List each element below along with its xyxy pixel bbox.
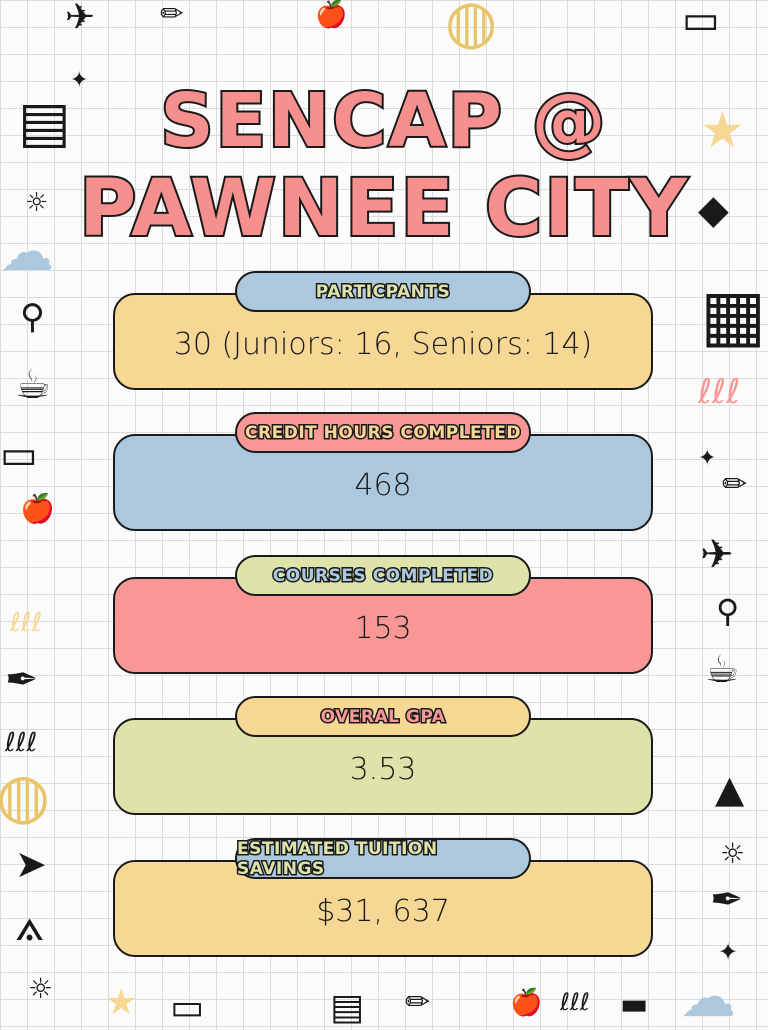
book-icon: ▤: [330, 987, 365, 1028]
spring-icon: ℓℓℓ: [10, 608, 43, 638]
airplane-icon: ✈: [700, 532, 734, 578]
pen-icon: ✒: [5, 657, 39, 703]
ruler-icon: ▬: [620, 987, 649, 1022]
poster-title-line-1: SENCAP @: [158, 78, 608, 164]
airplane-icon: ✈: [65, 0, 96, 38]
pencil-icon: ✏: [405, 985, 431, 1020]
stat-label-pill: ESTIMATED TUITION SAVINGS: [235, 837, 531, 880]
sparkle-icon: ✦: [718, 938, 739, 966]
bus-icon: ▭: [170, 987, 205, 1028]
bus-icon: ▭: [0, 432, 38, 478]
stat-value: 468: [354, 468, 412, 503]
stat-value: 30 (Juniors: 16, Seniors: 14): [173, 327, 593, 362]
stat-label-pill: COURSES COMPLETED: [235, 555, 531, 596]
lightbulb-icon: ☼: [25, 188, 49, 218]
book-icon: ▤: [18, 90, 71, 155]
star-icon: ★: [700, 101, 745, 159]
poster-title-line-2: PAWNEE CITY: [77, 164, 689, 254]
stat-value: 153: [354, 611, 412, 646]
stat-label-pill: OVERAL GPA: [235, 696, 531, 737]
star-icon: ★: [105, 982, 138, 1023]
globe-icon: ◍: [0, 759, 51, 832]
cloud-icon: ☁: [680, 965, 736, 1030]
spring-icon: ℓℓℓ: [560, 988, 590, 1016]
stat-label-pill: CREDIT HOURS COMPLETED: [235, 412, 531, 453]
apple-icon: 🍎: [315, 0, 348, 30]
pencil-icon: ✏: [722, 467, 748, 502]
mug-icon: ☕: [15, 362, 51, 408]
pencil-icon: ✏: [160, 0, 184, 30]
cone-icon: ▲: [715, 767, 745, 811]
pushpin-icon: ⚲: [716, 592, 740, 630]
apple-icon: 🍎: [510, 988, 543, 1018]
mug-icon: ☕: [705, 647, 740, 691]
lightbulb-icon: ☼: [720, 837, 746, 870]
sparkle-icon: ✦: [698, 446, 717, 471]
spring-icon: ℓℓℓ: [5, 728, 38, 758]
spring-icon: ℓℓℓ: [698, 372, 741, 412]
stat-value: $31, 637: [316, 894, 450, 929]
graduation-cap-icon: ◆: [698, 187, 729, 233]
lightbulb-icon: ☼: [28, 972, 54, 1005]
pen-icon: ✒: [710, 877, 744, 923]
pushpin-icon: ⚲: [20, 297, 45, 337]
paper-plane-icon: ➤: [15, 842, 47, 886]
compass-icon: ⟑: [15, 896, 45, 952]
bus-icon: ▭: [682, 0, 720, 43]
globe-icon: ◍: [445, 0, 498, 57]
cloud-icon: ☁: [0, 220, 54, 283]
stat-label-pill: PARTICPANTS: [235, 271, 531, 312]
calculator-icon: ▦: [700, 274, 767, 356]
stat-value: 3.53: [349, 752, 417, 787]
sparkle-icon: ✦: [70, 68, 89, 93]
apple-icon: 🍎: [20, 492, 55, 525]
